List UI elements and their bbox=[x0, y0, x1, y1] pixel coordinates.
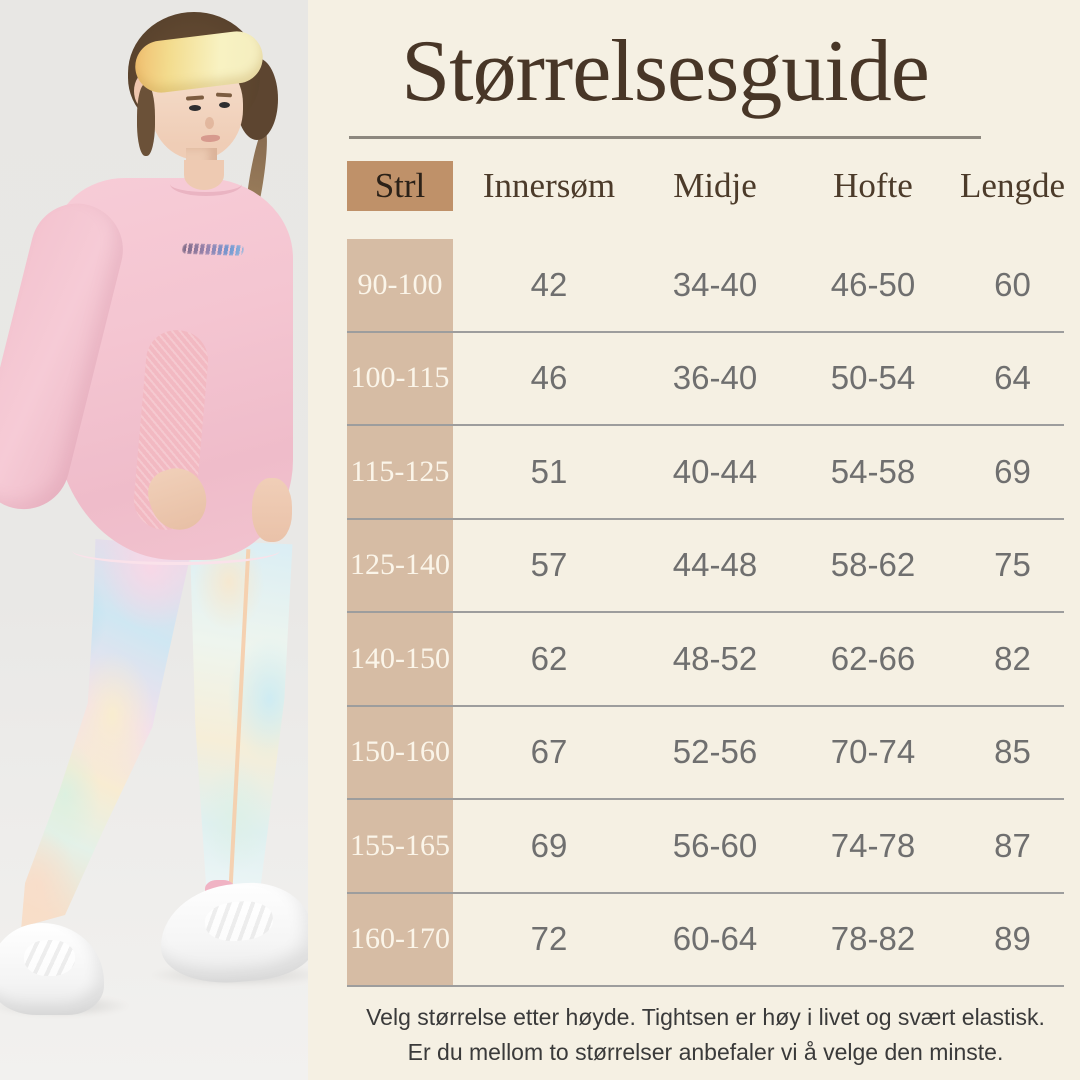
midje-cell: 40-44 bbox=[672, 452, 758, 490]
size-cell: 100-115 bbox=[347, 332, 453, 424]
size-cell: 150-160 bbox=[347, 706, 453, 798]
shirt-hem bbox=[72, 536, 280, 565]
shoelaces bbox=[24, 939, 76, 977]
innersom-cell: 69 bbox=[530, 826, 568, 864]
size-cell: 160-170 bbox=[347, 893, 453, 985]
white-sneaker-right bbox=[156, 877, 308, 989]
table-row: 160-170 72 60-64 78-82 89 bbox=[347, 893, 1064, 987]
column-header-strl: Strl bbox=[347, 161, 453, 211]
hofte-cell: 58-62 bbox=[830, 546, 916, 584]
hofte-cell: 54-58 bbox=[830, 452, 916, 490]
innersom-cell: 51 bbox=[530, 452, 568, 490]
hair-sideburn bbox=[137, 84, 155, 156]
table-row: 90-100 42 34-40 46-50 60 bbox=[347, 239, 1064, 333]
size-table-header: Strl Innersøm Midje Hofte Lengde bbox=[347, 161, 1065, 211]
lengde-cell: 85 bbox=[994, 733, 1031, 771]
hofte-cell: 50-54 bbox=[830, 359, 916, 397]
table-row: 115-125 51 40-44 54-58 69 bbox=[347, 426, 1064, 520]
column-header-hofte: Hofte bbox=[833, 166, 913, 205]
midje-cell: 52-56 bbox=[672, 733, 758, 771]
sizing-note-line1: Velg størrelse etter høyde. Tightsen er … bbox=[366, 1004, 1045, 1030]
column-header-lengde: Lengde bbox=[960, 166, 1065, 205]
table-row: 100-115 46 36-40 50-54 64 bbox=[347, 332, 1064, 426]
eye bbox=[219, 102, 230, 108]
title-divider bbox=[349, 136, 981, 139]
lengde-cell: 89 bbox=[994, 920, 1031, 958]
hofte-cell: 46-50 bbox=[830, 265, 916, 303]
midje-cell: 44-48 bbox=[672, 546, 758, 584]
lengde-cell: 60 bbox=[994, 265, 1031, 303]
table-row: 140-150 62 48-52 62-66 82 bbox=[347, 613, 1064, 707]
size-cell: 140-150 bbox=[347, 613, 453, 705]
table-row: 150-160 67 52-56 70-74 85 bbox=[347, 706, 1064, 800]
innersom-cell: 62 bbox=[530, 639, 568, 677]
midje-cell: 60-64 bbox=[672, 920, 758, 958]
midje-cell: 48-52 bbox=[672, 639, 758, 677]
size-cell: 90-100 bbox=[347, 239, 453, 331]
sizing-note-line2: Er du mellom to størrelser anbefaler vi … bbox=[407, 1039, 1004, 1065]
innersom-cell: 67 bbox=[530, 733, 568, 771]
shirt-logo-print bbox=[181, 242, 245, 257]
innersom-cell: 46 bbox=[530, 359, 568, 397]
table-row: 125-140 57 44-48 58-62 75 bbox=[347, 519, 1064, 613]
lengde-cell: 82 bbox=[994, 639, 1031, 677]
lengde-cell: 69 bbox=[994, 452, 1031, 490]
size-cell: 125-140 bbox=[347, 519, 453, 611]
lengde-cell: 75 bbox=[994, 546, 1031, 584]
lengde-cell: 64 bbox=[994, 359, 1031, 397]
hofte-cell: 70-74 bbox=[830, 733, 916, 771]
midje-cell: 36-40 bbox=[672, 359, 758, 397]
page-title: Størrelsesguide bbox=[401, 23, 930, 120]
hofte-cell: 78-82 bbox=[830, 920, 916, 958]
white-sneaker-left bbox=[0, 923, 104, 1015]
innersom-cell: 72 bbox=[530, 920, 568, 958]
eyebrow bbox=[215, 92, 233, 98]
hand-right bbox=[252, 478, 292, 542]
pastel-legging-left bbox=[21, 539, 193, 927]
model-legs bbox=[0, 535, 308, 1080]
model-photo bbox=[0, 0, 308, 1080]
size-cell: 115-125 bbox=[347, 426, 453, 518]
collar bbox=[170, 172, 242, 196]
column-header-midje: Midje bbox=[673, 166, 757, 205]
shoelaces bbox=[202, 898, 275, 944]
hofte-cell: 62-66 bbox=[830, 639, 916, 677]
sizing-note: Velg størrelse etter høyde. Tightsen er … bbox=[347, 1000, 1064, 1070]
lengde-cell: 87 bbox=[994, 826, 1031, 864]
legging-seam bbox=[227, 549, 251, 907]
eye bbox=[189, 105, 201, 111]
hofte-cell: 74-78 bbox=[830, 826, 916, 864]
midje-cell: 56-60 bbox=[672, 826, 758, 864]
size-guide-panel: Størrelsesguide Strl Innersøm Midje Hoft… bbox=[308, 0, 1080, 1080]
midje-cell: 34-40 bbox=[672, 265, 758, 303]
innersom-cell: 42 bbox=[530, 265, 568, 303]
nose bbox=[205, 117, 214, 129]
size-table-body: 90-100 42 34-40 46-50 60 100-115 46 36-4… bbox=[347, 239, 1064, 987]
column-header-innersom: Innersøm bbox=[482, 166, 616, 205]
size-cell: 155-165 bbox=[347, 800, 453, 892]
innersom-cell: 57 bbox=[530, 546, 568, 584]
table-row: 155-165 69 56-60 74-78 87 bbox=[347, 800, 1064, 894]
